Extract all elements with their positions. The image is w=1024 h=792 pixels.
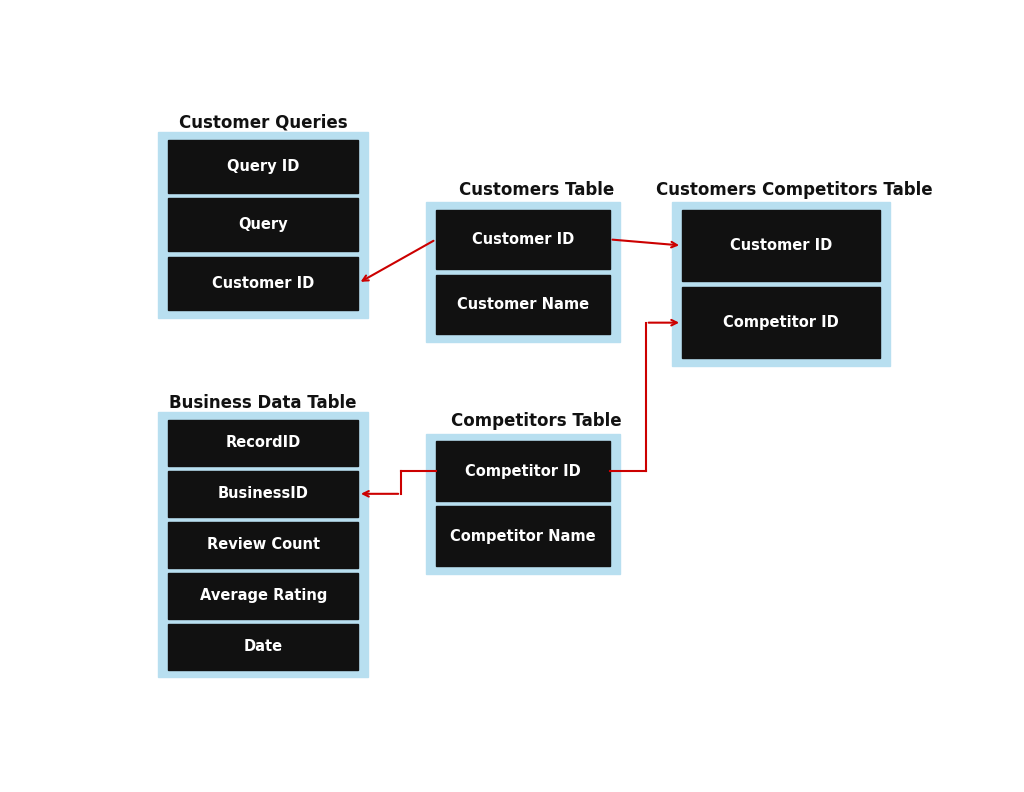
Text: Customer Queries: Customer Queries (178, 113, 347, 131)
Bar (169, 139, 358, 192)
Bar (169, 573, 358, 619)
Text: Average Rating: Average Rating (200, 588, 327, 604)
Bar (436, 210, 609, 269)
Bar (169, 522, 358, 568)
Text: RecordID: RecordID (225, 436, 301, 451)
Bar (169, 471, 358, 516)
Bar (682, 210, 880, 281)
Text: Query ID: Query ID (227, 158, 299, 173)
Bar (436, 506, 609, 565)
Bar (426, 433, 621, 573)
Text: Business Data Table: Business Data Table (169, 394, 356, 412)
Bar (158, 412, 369, 677)
Text: Customers Table: Customers Table (459, 181, 614, 199)
Bar (426, 202, 621, 342)
Bar (436, 275, 609, 334)
Bar (682, 287, 880, 359)
Text: Customers Competitors Table: Customers Competitors Table (656, 181, 933, 199)
Text: Customer ID: Customer ID (730, 238, 831, 253)
Text: Customer Name: Customer Name (457, 297, 589, 312)
Bar (436, 441, 609, 501)
Text: BusinessID: BusinessID (218, 486, 309, 501)
Text: Competitor Name: Competitor Name (450, 528, 596, 543)
Text: Review Count: Review Count (207, 537, 319, 552)
Text: Competitors Table: Competitors Table (452, 413, 622, 430)
Bar (169, 198, 358, 251)
Bar (169, 257, 358, 310)
Text: Competitor ID: Competitor ID (465, 463, 581, 478)
Text: Date: Date (244, 639, 283, 654)
Bar (169, 624, 358, 669)
Text: Customer ID: Customer ID (212, 276, 314, 291)
Bar (169, 420, 358, 466)
Text: Competitor ID: Competitor ID (723, 315, 839, 330)
Text: Customer ID: Customer ID (472, 232, 573, 247)
Bar (672, 202, 890, 367)
Bar (158, 131, 369, 318)
Text: Query: Query (239, 217, 288, 232)
